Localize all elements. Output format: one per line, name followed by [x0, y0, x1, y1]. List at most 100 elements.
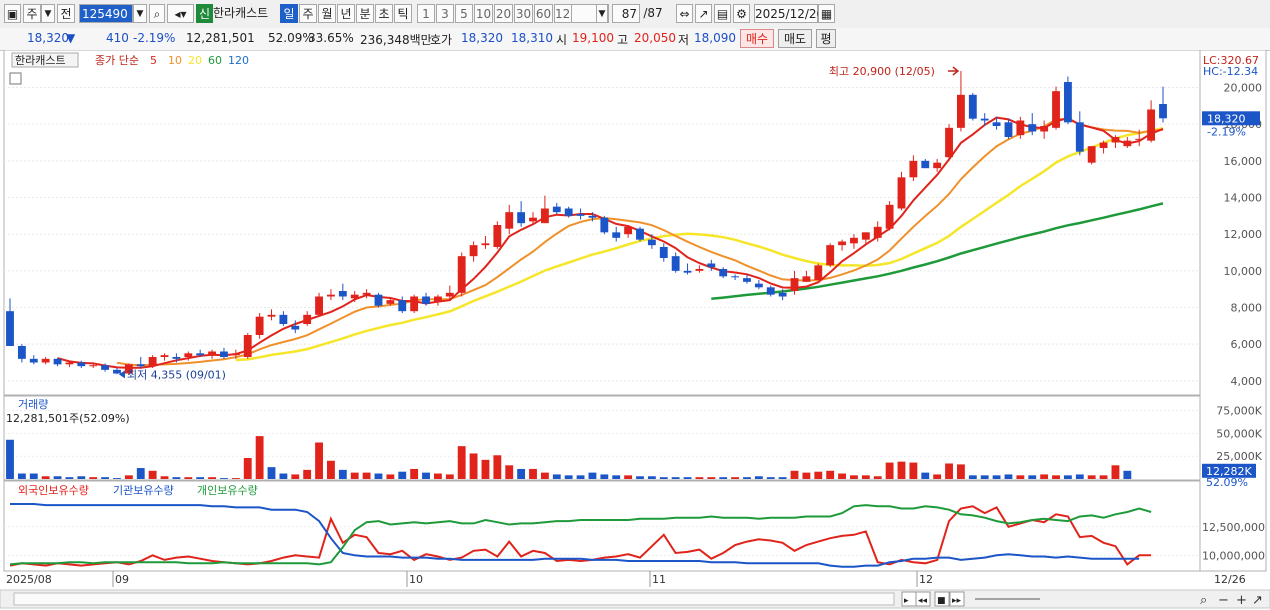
- period-tab-초[interactable]: 초: [375, 4, 393, 23]
- holdings-tick-label: 12,500,000: [1202, 521, 1265, 534]
- candle-body: [885, 204, 894, 229]
- chevron-down-icon[interactable]: ▼: [133, 4, 147, 23]
- candle-body: [1016, 120, 1025, 136]
- candle-body: [980, 118, 989, 121]
- count-input[interactable]: 87: [612, 4, 640, 23]
- candle-body: [802, 276, 811, 282]
- down-arrow-icon: ▼: [66, 31, 76, 45]
- stop-icon[interactable]: [934, 591, 950, 607]
- volume-bar: [315, 442, 323, 479]
- minute-button-60[interactable]: 60: [534, 4, 553, 23]
- candle-body: [160, 355, 169, 357]
- minute-button-20[interactable]: 20: [494, 4, 513, 23]
- market-badge: 신: [196, 4, 213, 23]
- candle-body: [529, 217, 537, 222]
- candle-body: [433, 296, 442, 302]
- code-input[interactable]: 125490: [79, 4, 133, 23]
- volume-bar: [457, 446, 466, 479]
- candle-body: [957, 94, 965, 128]
- period-tab-월[interactable]: 월: [318, 4, 336, 23]
- minute-button-5[interactable]: 5: [455, 4, 473, 23]
- period-tab-분[interactable]: 분: [356, 4, 374, 23]
- quote-bar: 18,320 ▼ 410 -2.19% 12,281,501 52.09% 33…: [0, 28, 1270, 51]
- period-tab-주[interactable]: 주: [299, 4, 317, 23]
- minute-button-30[interactable]: 30: [514, 4, 533, 23]
- volume-bar: [517, 468, 526, 479]
- low-label: 저: [678, 33, 690, 47]
- volume-bar: [184, 477, 193, 479]
- period-tab-년[interactable]: 년: [337, 4, 355, 23]
- candle-body: [992, 122, 1001, 126]
- volume-bar: [945, 463, 953, 479]
- candle-body: [671, 256, 680, 271]
- minute-button-3[interactable]: 3: [436, 4, 454, 23]
- candle-body: [624, 226, 633, 235]
- search-icon[interactable]: ⌕: [149, 4, 165, 23]
- date-input[interactable]: 2025/12/26: [754, 4, 824, 23]
- stock-chart[interactable]: 4,000 6,000 8,000 10,000 12,000 14,000 16,000 1…: [0, 50, 1270, 610]
- chevron-down-icon[interactable]: ▼: [41, 4, 55, 23]
- candle-body: [636, 228, 644, 240]
- candle-body: [196, 353, 205, 356]
- volume-bar: [980, 475, 989, 479]
- volume-bar: [148, 470, 157, 479]
- zoom-out-icon[interactable]: −: [1218, 593, 1229, 608]
- draw-tool-icon[interactable]: ↗: [695, 4, 712, 23]
- expand-chart-icon[interactable]: ↗: [1252, 593, 1263, 608]
- volume-bar: [136, 468, 145, 479]
- price-tick-label: 4,000: [1231, 375, 1263, 388]
- zoom-in-icon[interactable]: +: [1236, 593, 1247, 608]
- stop-icon-glyph: ■: [937, 596, 946, 606]
- chevron-down-icon[interactable]: ▼: [596, 4, 608, 23]
- x-axis-label: 12: [919, 573, 933, 586]
- expand-icon[interactable]: ⇔: [676, 4, 693, 23]
- save-icon[interactable]: ▤: [714, 4, 731, 23]
- average-button[interactable]: 평: [816, 29, 836, 48]
- hoga-label: 호가: [430, 33, 453, 47]
- volume-bar: [338, 469, 347, 479]
- volume-bar: [362, 472, 371, 479]
- calendar-icon[interactable]: ▦: [818, 4, 835, 23]
- volume-bar: [540, 472, 549, 479]
- type-select[interactable]: 주: [23, 4, 41, 23]
- volume-tick-label: 50,000K: [1216, 427, 1262, 440]
- gear-icon[interactable]: ⚙: [733, 4, 750, 23]
- buy-button[interactable]: 매수: [740, 29, 774, 48]
- volume-bar: [65, 477, 74, 479]
- x-axis-label: 09: [115, 573, 129, 586]
- volume-bar: [861, 475, 870, 479]
- candle-body: [136, 364, 145, 367]
- fast-forward-icon[interactable]: [949, 591, 965, 607]
- volume-bar: [802, 472, 811, 479]
- period-tab-일[interactable]: 일: [280, 4, 298, 23]
- candle-body: [1123, 140, 1132, 147]
- stock-name-box: [11, 52, 79, 68]
- window-icon[interactable]: ▣: [4, 4, 21, 23]
- volume-bar: [493, 455, 502, 479]
- legend-ma-5: 5: [150, 54, 157, 67]
- volume-bar: [231, 478, 240, 479]
- volume-bar: [89, 477, 98, 479]
- legend-ma-60: 60: [208, 54, 222, 67]
- candle-body: [683, 270, 692, 273]
- rewind-icon[interactable]: [915, 591, 931, 607]
- speaker-icon[interactable]: ◂▾: [167, 4, 194, 23]
- volume-bar: [850, 475, 858, 479]
- candle-body: [707, 263, 716, 268]
- candle-body: [921, 160, 930, 169]
- minute-button-1[interactable]: 1: [417, 4, 435, 23]
- candle-body: [457, 256, 466, 293]
- range-button[interactable]: 전: [57, 4, 75, 23]
- candle-body: [588, 215, 597, 218]
- candle-body: [933, 162, 942, 169]
- period-tab-틱[interactable]: 틱: [394, 4, 412, 23]
- volume-bar: [196, 477, 205, 479]
- zoom-icon[interactable]: ⌕: [1200, 593, 1207, 608]
- sell-button[interactable]: 매도: [778, 29, 812, 48]
- candle-body: [695, 269, 704, 271]
- minute-button-10[interactable]: 10: [474, 4, 493, 23]
- volume-bar: [624, 475, 633, 479]
- volume-bar: [1040, 474, 1049, 479]
- holdings-line-개인보유수량: [9, 504, 1152, 566]
- candle-body: [1075, 122, 1084, 152]
